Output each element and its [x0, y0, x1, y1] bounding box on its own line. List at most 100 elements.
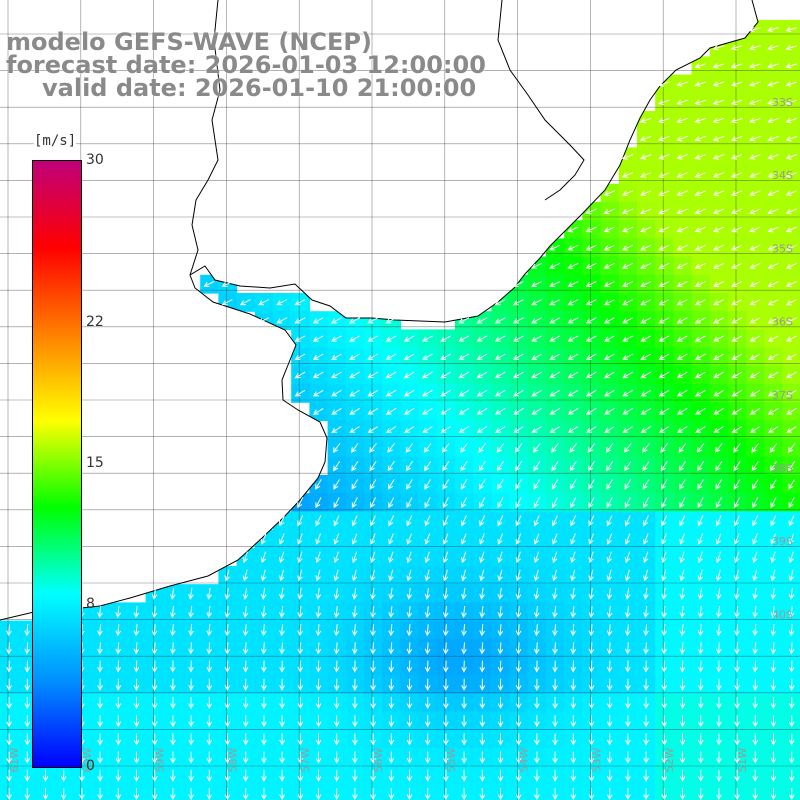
wind-arrow	[676, 135, 688, 142]
wind-arrow	[749, 172, 761, 178]
wind-arrow	[552, 769, 558, 782]
wind-arrow	[785, 244, 797, 251]
wind-arrow	[714, 443, 723, 453]
wind-arrow	[552, 715, 558, 728]
wind-arrow	[476, 371, 488, 379]
wind-arrow	[716, 715, 722, 728]
wind-arrow	[533, 624, 540, 637]
wind-arrow	[679, 624, 686, 637]
wind-arrow	[767, 299, 779, 306]
wind-arrow	[676, 208, 688, 215]
wind-arrow	[767, 63, 779, 69]
wind-arrow	[749, 208, 761, 215]
wind-arrow	[785, 208, 797, 215]
wind-arrow	[515, 533, 522, 545]
wind-arrow	[424, 569, 431, 582]
wind-arrow	[695, 389, 706, 397]
wind-arrow	[350, 443, 359, 453]
wind-arrow	[403, 335, 415, 342]
wind-arrow	[333, 642, 340, 655]
wind-arrow	[242, 642, 249, 655]
wind-arrow	[585, 353, 597, 360]
wind-arrow	[515, 624, 522, 637]
wind-arrow	[351, 551, 358, 564]
wind-arrow	[133, 642, 140, 655]
wind-arrow	[422, 389, 433, 397]
wind-arrow	[333, 751, 340, 764]
wind-arrow	[676, 244, 688, 251]
wind-arrow	[713, 407, 724, 415]
wind-arrow	[133, 788, 140, 800]
wind-arrow	[388, 678, 395, 691]
wind-arrow	[349, 335, 360, 342]
wind-arrow	[297, 587, 303, 600]
wind-arrow	[261, 733, 267, 746]
wind-arrow	[461, 497, 468, 509]
wind-arrow	[730, 81, 743, 87]
wind-arrow	[133, 605, 140, 619]
wind-arrow	[443, 660, 449, 673]
wind-arrow	[730, 99, 743, 105]
wind-arrow	[495, 426, 506, 433]
wind-arrow	[716, 697, 722, 710]
wind-arrow	[458, 426, 469, 433]
wind-arrow	[752, 678, 759, 691]
wind-arrow	[605, 443, 614, 453]
wind-arrow	[624, 461, 632, 472]
wind-arrow	[24, 751, 31, 764]
wind-arrow	[658, 244, 670, 251]
wind-arrow	[694, 353, 706, 360]
wind-arrow	[642, 443, 650, 453]
wind-arrow	[621, 244, 634, 251]
wind-arrow	[588, 642, 595, 655]
wind-arrow	[640, 190, 652, 196]
wind-arrow	[715, 461, 723, 472]
wind-arrow	[370, 715, 376, 728]
wind-arrow	[315, 479, 322, 490]
wind-arrow	[497, 605, 504, 619]
wind-arrow	[385, 353, 397, 360]
wind-arrow	[770, 642, 777, 655]
wind-arrow	[624, 605, 631, 619]
wind-arrow	[497, 479, 504, 490]
wind-arrow	[370, 605, 376, 619]
wind-arrow	[788, 642, 795, 655]
wind-arrow	[315, 751, 322, 764]
wind-arrow	[770, 587, 777, 600]
wind-arrow	[6, 715, 12, 728]
wind-arrow	[606, 497, 613, 509]
wind-arrow	[388, 642, 395, 655]
wind-arrow	[767, 371, 779, 379]
wind-arrow	[749, 281, 761, 287]
wind-arrow	[370, 497, 377, 509]
wind-arrow	[730, 44, 743, 51]
wind-arrow	[333, 733, 340, 746]
wind-arrow	[715, 642, 722, 655]
wind-arrow	[622, 389, 633, 397]
wind-arrow	[767, 81, 779, 87]
wind-arrow	[403, 371, 415, 379]
wind-arrow	[479, 660, 486, 673]
wind-arrow	[713, 281, 725, 287]
wind-arrow	[624, 587, 631, 600]
wind-arrow	[461, 533, 467, 545]
wind-arrow	[42, 769, 49, 782]
wind-arrow	[279, 515, 285, 527]
wind-arrow	[424, 733, 431, 746]
wind-arrow	[458, 317, 470, 324]
wind-arrow	[643, 605, 649, 619]
wind-arrow	[749, 407, 761, 415]
wind-arrow	[170, 715, 176, 728]
wind-arrow	[440, 426, 451, 433]
wind-arrow	[749, 426, 761, 433]
wind-arrow	[42, 788, 49, 800]
wind-arrow	[661, 660, 668, 673]
wind-arrow	[676, 299, 688, 306]
wind-arrow	[494, 389, 506, 397]
wind-arrow	[443, 788, 449, 800]
wind-arrow	[567, 426, 579, 433]
wind-arrow	[549, 317, 561, 324]
colorbar-tick-label: 0	[86, 758, 95, 774]
wind-arrow	[406, 678, 413, 691]
wind-arrow	[261, 751, 267, 764]
